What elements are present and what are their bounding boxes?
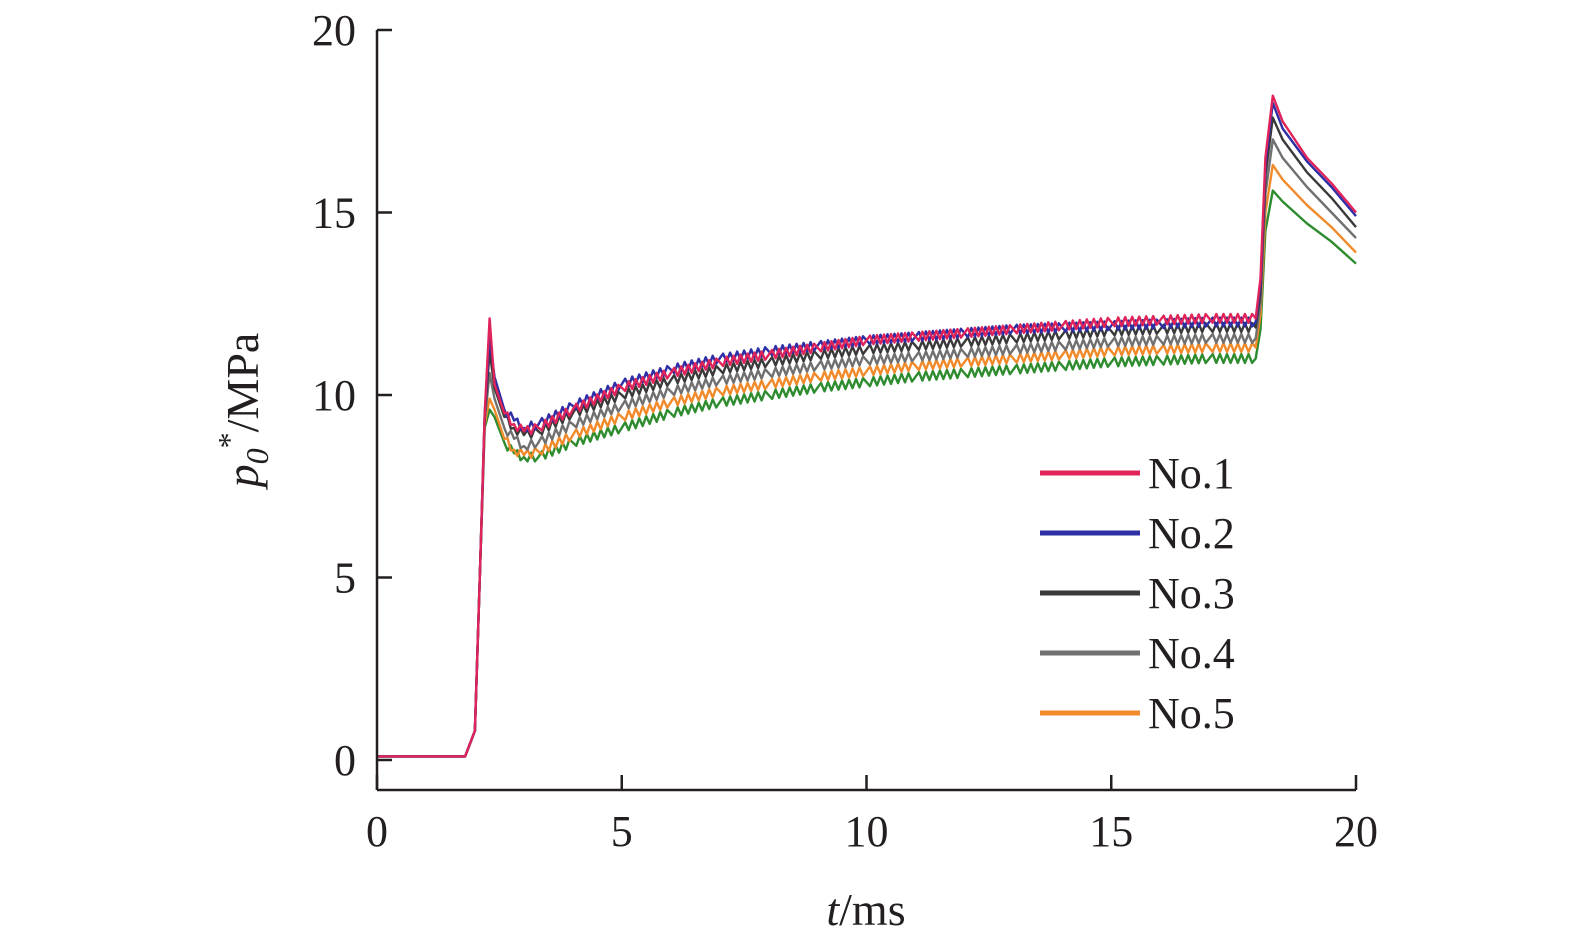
- x-tick-label: 10: [845, 807, 889, 856]
- x-axis-var: t: [826, 884, 840, 935]
- y-axis-sub: 0: [239, 448, 275, 464]
- y-ticks: 0 5 10 15 20: [312, 6, 392, 785]
- y-axis-sup: *: [211, 432, 247, 448]
- series-line-no-5: [377, 163, 1357, 758]
- series-line-no-4: [377, 138, 1357, 758]
- y-tick-label: 10: [312, 371, 356, 420]
- x-tick-label: 20: [1334, 807, 1378, 856]
- legend: No.1 No.2 No.3 No.4 No.5: [1040, 449, 1235, 738]
- y-axis-unit: /MPa: [217, 333, 268, 433]
- x-ticks: 0 5 10 15 20: [366, 775, 1378, 856]
- plot-series: [377, 94, 1357, 758]
- series-line-6: [377, 189, 1357, 758]
- y-axis-var: p: [217, 464, 268, 490]
- series-line-no-1: [377, 94, 1357, 758]
- x-axis-unit: /ms: [839, 884, 905, 935]
- legend-label: No.1: [1148, 449, 1235, 498]
- legend-label: No.2: [1148, 509, 1235, 558]
- x-tick-label: 5: [611, 807, 633, 856]
- legend-label: No.3: [1148, 569, 1235, 618]
- x-tick-label: 0: [366, 807, 388, 856]
- y-tick-label: 20: [312, 6, 356, 55]
- legend-label: No.4: [1148, 629, 1235, 678]
- legend-label: No.5: [1148, 689, 1235, 738]
- y-tick-label: 5: [334, 554, 356, 603]
- y-tick-label: 0: [334, 736, 356, 785]
- x-tick-label: 15: [1089, 807, 1133, 856]
- y-tick-label: 15: [312, 189, 356, 238]
- y-axis-title: p0*/MPa: [211, 333, 275, 491]
- x-axis-title: t/ms: [826, 884, 905, 935]
